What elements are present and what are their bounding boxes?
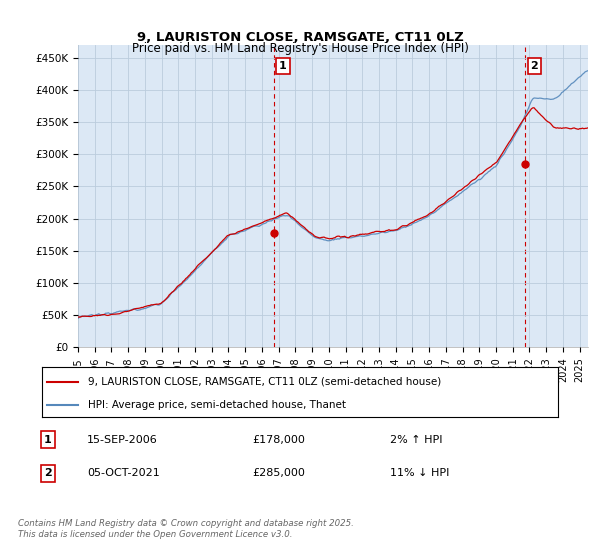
Text: HPI: Average price, semi-detached house, Thanet: HPI: Average price, semi-detached house,… bbox=[88, 400, 346, 409]
Text: £178,000: £178,000 bbox=[252, 435, 305, 445]
Text: 11% ↓ HPI: 11% ↓ HPI bbox=[390, 468, 449, 478]
Text: 9, LAURISTON CLOSE, RAMSGATE, CT11 0LZ (semi-detached house): 9, LAURISTON CLOSE, RAMSGATE, CT11 0LZ (… bbox=[88, 377, 442, 387]
Text: 9, LAURISTON CLOSE, RAMSGATE, CT11 0LZ: 9, LAURISTON CLOSE, RAMSGATE, CT11 0LZ bbox=[137, 31, 463, 44]
Text: 15-SEP-2006: 15-SEP-2006 bbox=[87, 435, 158, 445]
Text: 1: 1 bbox=[279, 61, 287, 71]
Text: 2: 2 bbox=[44, 468, 52, 478]
Text: 05-OCT-2021: 05-OCT-2021 bbox=[87, 468, 160, 478]
Text: 2% ↑ HPI: 2% ↑ HPI bbox=[390, 435, 443, 445]
Text: 2: 2 bbox=[530, 61, 538, 71]
Text: 1: 1 bbox=[44, 435, 52, 445]
Text: Price paid vs. HM Land Registry's House Price Index (HPI): Price paid vs. HM Land Registry's House … bbox=[131, 42, 469, 55]
Text: Contains HM Land Registry data © Crown copyright and database right 2025.
This d: Contains HM Land Registry data © Crown c… bbox=[18, 520, 354, 539]
Text: £285,000: £285,000 bbox=[252, 468, 305, 478]
